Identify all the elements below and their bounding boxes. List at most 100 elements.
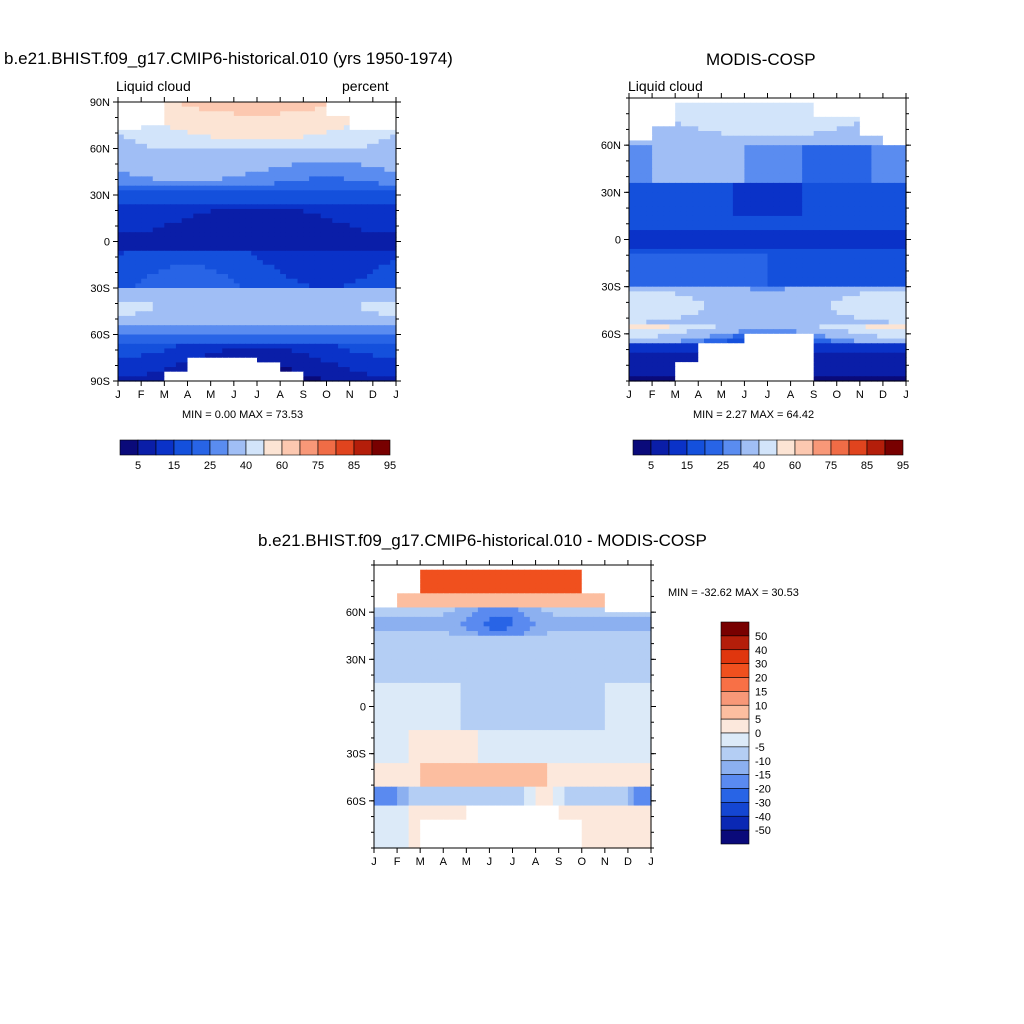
heatmap-cell xyxy=(239,264,247,270)
heatmap-cell xyxy=(170,301,177,308)
heatmap-cell xyxy=(848,277,855,283)
heatmap-cell xyxy=(796,263,803,269)
heatmap-cell xyxy=(807,149,815,156)
heatmap-cell xyxy=(727,145,734,151)
heatmap-cell xyxy=(343,339,351,345)
heatmap-cell xyxy=(819,135,826,142)
heatmap-cell xyxy=(129,171,136,177)
heatmap-cell xyxy=(216,181,223,187)
heatmap-cell xyxy=(118,250,125,257)
heatmap-cell xyxy=(854,98,861,104)
heatmap-cell xyxy=(894,154,901,160)
heatmap-cell xyxy=(268,176,275,182)
heatmap-cell xyxy=(790,145,797,151)
heatmap-cell xyxy=(343,213,351,219)
heatmap-cell xyxy=(865,239,872,245)
heatmap-cell xyxy=(830,140,838,146)
heatmap-cell xyxy=(727,220,734,226)
heatmap-cell xyxy=(135,250,142,257)
heatmap-cell xyxy=(750,230,757,236)
heatmap-cell xyxy=(257,195,264,201)
heatmap-cell xyxy=(285,343,293,350)
heatmap-cell xyxy=(871,164,878,170)
heatmap-cell xyxy=(796,154,803,160)
heatmap-cell xyxy=(210,139,218,145)
heatmap-cell xyxy=(210,325,218,331)
heatmap-cell xyxy=(836,126,844,132)
heatmap-cell xyxy=(825,267,832,274)
heatmap-cell xyxy=(228,190,235,196)
heatmap-cell xyxy=(384,134,391,140)
heatmap-cell xyxy=(164,171,171,177)
x-tick-label: A xyxy=(184,389,192,401)
heatmap-cell xyxy=(663,277,670,283)
heatmap-cell xyxy=(118,106,125,112)
heatmap-cell xyxy=(755,215,763,222)
heatmap-cell xyxy=(309,255,316,261)
heatmap-cell xyxy=(738,168,746,175)
heatmap-cell xyxy=(233,208,241,215)
heatmap-cell xyxy=(129,213,136,219)
heatmap-cell xyxy=(732,258,740,264)
heatmap-cell xyxy=(755,154,763,160)
heatmap-cell xyxy=(233,278,241,284)
heatmap-cell xyxy=(727,258,734,264)
heatmap-cell xyxy=(152,162,160,168)
heatmap-cell xyxy=(378,190,386,196)
heatmap-cell xyxy=(727,159,734,165)
heatmap-cell xyxy=(181,176,189,182)
heatmap-cell xyxy=(813,211,821,217)
heatmap-cell xyxy=(285,278,293,284)
heatmap-cell xyxy=(228,250,235,257)
heatmap-cell xyxy=(698,98,705,104)
heatmap-cell xyxy=(669,230,676,236)
heatmap-cell xyxy=(854,135,861,142)
heatmap-cell xyxy=(773,149,780,156)
heatmap-cell xyxy=(663,112,670,118)
heatmap-cell xyxy=(233,120,241,126)
heatmap-cell xyxy=(175,162,183,168)
heatmap-cell xyxy=(384,357,391,363)
heatmap-cell xyxy=(882,248,890,255)
heatmap-cell xyxy=(193,199,200,205)
heatmap-cell xyxy=(204,297,212,303)
heatmap-cell xyxy=(652,281,659,288)
heatmap-cell xyxy=(268,260,275,266)
heatmap-cell xyxy=(663,121,670,127)
heatmap-cell xyxy=(390,339,397,345)
heatmap-cell xyxy=(796,253,803,259)
heatmap-cell xyxy=(646,234,653,241)
heatmap-cell xyxy=(158,143,165,150)
heatmap-cell xyxy=(257,367,264,373)
heatmap-cell xyxy=(268,190,275,196)
heatmap-cell xyxy=(819,107,826,113)
heatmap-cell xyxy=(629,234,636,241)
heatmap-cell xyxy=(825,197,832,203)
heatmap-cell xyxy=(291,157,299,164)
heatmap-cell xyxy=(274,371,281,377)
heatmap-cell xyxy=(378,329,386,336)
heatmap-cell xyxy=(779,211,786,217)
heatmap-cell xyxy=(199,195,206,201)
heatmap-cell xyxy=(199,311,206,317)
heatmap-cell xyxy=(228,264,235,270)
heatmap-cell xyxy=(663,253,670,259)
heatmap-cell xyxy=(280,278,287,284)
heatmap-cell xyxy=(755,112,763,118)
heatmap-cell xyxy=(338,301,345,308)
heatmap-cell xyxy=(900,239,907,245)
heatmap-cell xyxy=(210,218,218,224)
heatmap-cell xyxy=(268,232,275,238)
heatmap-cell xyxy=(715,178,722,184)
heatmap-cell xyxy=(222,250,229,257)
heatmap-cell xyxy=(680,159,688,165)
heatmap-cell xyxy=(825,178,832,184)
heatmap-cell xyxy=(709,154,717,160)
heatmap-cell xyxy=(390,357,397,363)
heatmap-cell xyxy=(297,343,304,350)
heatmap-cell xyxy=(303,292,310,298)
heatmap-cell xyxy=(877,253,884,259)
heatmap-cell xyxy=(228,353,235,359)
heatmap-cell xyxy=(245,315,252,322)
heatmap-cell xyxy=(326,218,333,224)
